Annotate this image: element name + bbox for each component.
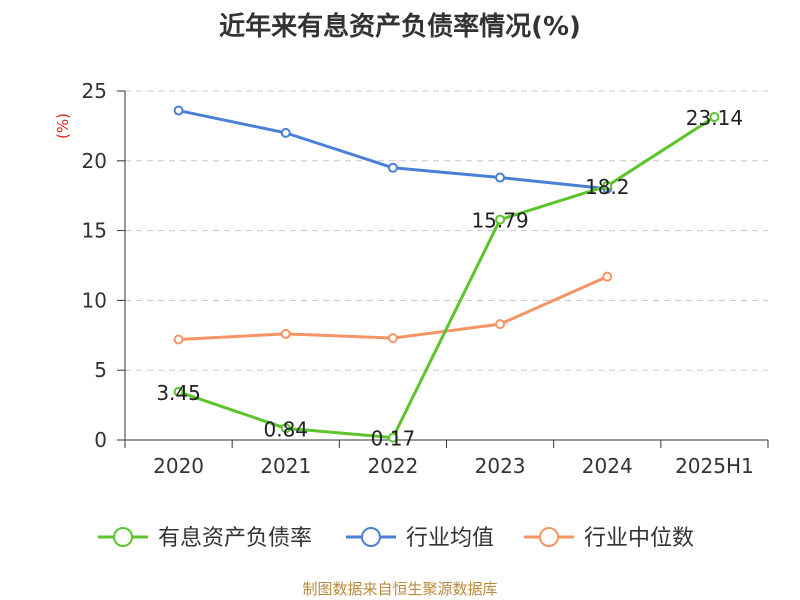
data-label: 18.2 <box>585 175 630 199</box>
series-line <box>178 115 716 440</box>
data-labels: 3.45 0.84 0.17 15.79 18.2 23.14 <box>156 106 743 451</box>
x-tick-label: 2022 <box>367 454 418 478</box>
series-point <box>280 127 291 138</box>
x-tick-label: 2024 <box>582 454 633 478</box>
y-tick-label: 5 <box>94 358 107 382</box>
legend-marker <box>539 527 559 547</box>
data-label: 0.17 <box>371 427 416 451</box>
series-point <box>387 333 398 344</box>
x-tick-label: 2023 <box>475 454 526 478</box>
y-tick-label: 0 <box>94 428 107 452</box>
series-lines <box>173 105 720 443</box>
series-point <box>173 386 184 397</box>
chart-title: 近年来有息资产负债率情况(%) <box>219 12 581 42</box>
legend-marker <box>113 527 133 547</box>
series-point <box>709 111 720 122</box>
y-tick-label: 10 <box>82 288 107 312</box>
legend-label: 行业均值 <box>406 526 494 551</box>
series-point <box>602 271 613 282</box>
y-tick-label: 15 <box>82 219 107 243</box>
series-line <box>178 275 608 341</box>
series-point <box>602 180 613 191</box>
series-point <box>495 319 506 330</box>
x-tick-label: 2025H1 <box>675 454 754 478</box>
source-note: 制图数据来自恒生聚源数据库 <box>302 580 498 598</box>
series-point <box>280 423 291 434</box>
grid-lines <box>125 90 768 371</box>
series-point <box>173 334 184 345</box>
legend-label: 有息资产负债率 <box>158 526 312 551</box>
axes: 0 5 10 15 20 25 (%) 2020 2021 2022 2023 2024 2025H1 <box>54 79 769 478</box>
legend-label: 行业中位数 <box>584 526 694 551</box>
y-tick-label: 20 <box>82 149 107 173</box>
series-point <box>495 214 506 225</box>
y-axis-label: (%) <box>54 113 72 139</box>
series-line <box>178 109 608 191</box>
series-point <box>387 432 398 443</box>
legend-marker <box>361 527 381 547</box>
series-point <box>173 105 184 116</box>
data-label: 0.84 <box>263 417 308 441</box>
legend: 有息资产负债率 行业均值 行业中位数 <box>98 526 694 551</box>
x-tick-label: 2020 <box>153 454 204 478</box>
data-label: 23.14 <box>686 106 743 130</box>
x-tick-label: 2021 <box>260 454 311 478</box>
data-label: 15.79 <box>471 209 528 233</box>
data-label: 3.45 <box>156 381 201 405</box>
series-point <box>387 162 398 173</box>
series-point <box>495 172 506 183</box>
series-point <box>280 328 291 339</box>
y-tick-label: 25 <box>82 79 107 103</box>
